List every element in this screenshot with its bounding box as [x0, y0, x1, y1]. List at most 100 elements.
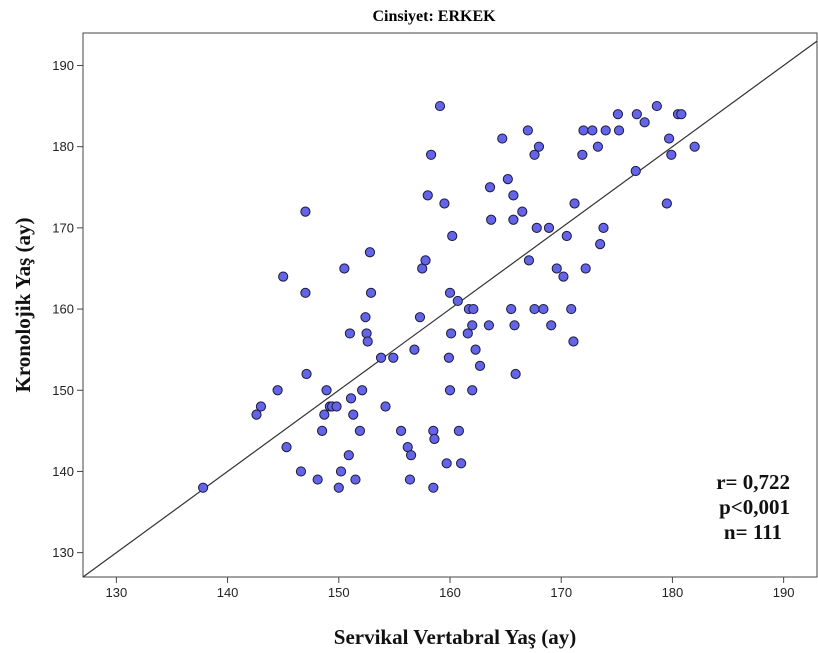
data-point [414, 312, 426, 323]
data-point [578, 125, 589, 136]
data-point [486, 214, 497, 225]
chart-title: Cinsiyet: ERKEK [372, 8, 496, 25]
data-point [566, 303, 577, 315]
data-point [364, 247, 376, 258]
data-point [362, 336, 373, 347]
data-point [339, 263, 350, 274]
data-point [446, 328, 457, 339]
data-point [405, 450, 417, 461]
data-point [345, 393, 357, 404]
x-tick-label: 140 [217, 585, 239, 600]
data-point [272, 385, 283, 396]
data-point [255, 401, 267, 412]
data-point [666, 149, 677, 160]
data-point [509, 320, 520, 331]
data-point [439, 198, 450, 209]
data-point [639, 117, 650, 128]
data-point [456, 458, 467, 469]
y-tick-label: 140 [52, 464, 74, 479]
data-point [631, 109, 642, 120]
data-point [600, 125, 611, 136]
data-point [388, 352, 399, 363]
data-point [470, 344, 481, 355]
data-point [357, 385, 368, 396]
data-point [422, 190, 433, 201]
data-point [676, 109, 687, 120]
data-point [506, 303, 517, 315]
data-point [444, 385, 456, 396]
data-point [444, 287, 456, 298]
data-point [483, 320, 495, 331]
data-point [533, 141, 545, 152]
y-tick-label: 170 [52, 220, 74, 235]
data-point [523, 255, 535, 266]
data-point [343, 450, 354, 461]
data-point [467, 320, 478, 331]
data-point [580, 263, 591, 274]
y-tick-label: 160 [52, 302, 74, 317]
data-point [300, 206, 311, 217]
data-point [613, 125, 625, 136]
data-point [689, 141, 700, 152]
data-point [321, 385, 332, 396]
data-point [546, 320, 557, 331]
data-point [404, 474, 416, 485]
data-point [425, 149, 437, 160]
y-axis-label: Kronolojik Yaş (ay) [11, 217, 35, 392]
data-point [630, 165, 641, 177]
y-tick-label: 130 [52, 545, 74, 560]
data-point [429, 433, 440, 445]
data-point [543, 222, 555, 233]
data-point [612, 109, 624, 120]
data-point [508, 214, 519, 225]
data-point [335, 466, 347, 477]
data-point [348, 409, 359, 420]
data-point [365, 287, 377, 298]
x-axis-label: Servikal Vertabral Yaş (ay) [334, 625, 576, 649]
data-point [350, 474, 361, 485]
y-tick-label: 150 [52, 383, 74, 398]
x-tick-label: 150 [328, 585, 350, 600]
data-point [312, 474, 323, 485]
data-point [409, 344, 420, 355]
stat-p: p<0,001 [719, 495, 790, 519]
data-point [561, 230, 572, 242]
data-point [467, 385, 478, 396]
data-point [452, 295, 463, 307]
data-point [568, 336, 579, 347]
stat-n: n= 111 [724, 520, 782, 544]
data-point [301, 368, 312, 380]
data-point [577, 149, 588, 160]
y-tick-label: 180 [52, 139, 74, 154]
data-point [651, 100, 662, 112]
data-point [551, 263, 562, 274]
data-point [595, 239, 606, 250]
data-point [319, 409, 330, 420]
data-point [251, 409, 262, 420]
data-point [331, 401, 342, 412]
data-point [510, 368, 521, 380]
data-point [443, 352, 454, 363]
data-point [380, 401, 391, 412]
data-point [198, 482, 209, 493]
data-point [300, 287, 311, 298]
data-point [517, 206, 528, 217]
data-point [592, 141, 604, 152]
data-point [295, 466, 307, 477]
x-tick-label: 190 [773, 585, 795, 600]
data-point [453, 425, 464, 436]
x-tick-label: 180 [662, 585, 684, 600]
data-point [278, 271, 289, 282]
data-point [484, 182, 496, 193]
data-point [558, 271, 569, 282]
data-point [663, 133, 675, 144]
plot-frame [82, 32, 818, 578]
data-point [317, 425, 328, 436]
data-point [434, 100, 446, 112]
data-point [508, 190, 519, 201]
data-point [522, 125, 533, 136]
data-point [344, 328, 356, 339]
data-point [375, 352, 387, 363]
data-point [333, 482, 344, 493]
